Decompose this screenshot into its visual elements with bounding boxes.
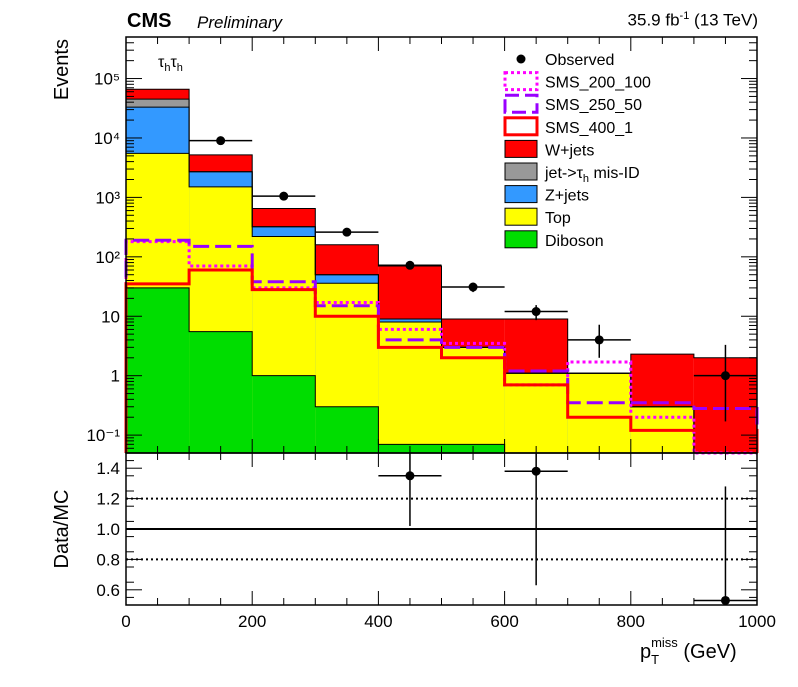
hist-bar-1-7 bbox=[567, 373, 631, 453]
y-tick-label: 10⁻¹ bbox=[86, 426, 120, 445]
x-tick-label: 400 bbox=[364, 612, 392, 631]
channel-label-part: τ bbox=[158, 54, 165, 71]
ratio-point-1 bbox=[531, 466, 541, 476]
x-axis-label-part: miss bbox=[651, 635, 678, 650]
legend-marker-observed bbox=[516, 54, 526, 64]
lumi-value: 35.9 fb bbox=[627, 10, 680, 30]
lumi-energy: (13 TeV) bbox=[689, 10, 758, 30]
y-tick-label: 10 bbox=[101, 307, 120, 326]
legend-swatch-8 bbox=[504, 230, 538, 249]
legend-label-part: mis-ID bbox=[589, 165, 640, 182]
ratio-y-tick-label: 1.4 bbox=[96, 459, 120, 478]
legend-label-2: SMS_250_50 bbox=[545, 97, 642, 114]
observed-point-3 bbox=[405, 260, 415, 270]
y-tick-label: 10⁵ bbox=[94, 70, 120, 89]
lumi-exponent: -1 bbox=[679, 10, 690, 22]
legend-label-8: Diboson bbox=[545, 233, 604, 250]
legend-swatch-4 bbox=[504, 139, 538, 158]
x-tick-label: 1000 bbox=[738, 612, 776, 631]
ratio-y-axis-label: Data/MC bbox=[51, 490, 73, 569]
signal-line-SMS_400_1 bbox=[124, 268, 759, 453]
hist-bar-1-5 bbox=[441, 347, 505, 453]
ratio-y-tick-label: 1.2 bbox=[96, 490, 120, 509]
legend-swatch-5 bbox=[504, 162, 538, 181]
ratio-point-0 bbox=[405, 471, 415, 481]
x-tick-label: 800 bbox=[617, 612, 645, 631]
legend-swatch-1 bbox=[503, 71, 539, 92]
legend-label-part: jet->τ bbox=[544, 165, 584, 182]
ratio-panel: 0.6 0.8 1.0 1.2 1.4 0 200 400 600 800 1000 Data/MC p… bbox=[51, 452, 776, 667]
hist-bar-1-4 bbox=[378, 322, 442, 453]
observed-point-2 bbox=[342, 227, 352, 237]
x-tick-label: 600 bbox=[490, 612, 518, 631]
legend-swatch-2 bbox=[503, 93, 539, 114]
luminosity-label: 35.9 fb-1 (13 TeV) bbox=[628, 10, 758, 31]
legend-label-7: Top bbox=[545, 210, 571, 227]
ratio-y-tick-label: 0.8 bbox=[96, 550, 120, 569]
observed-point-4 bbox=[468, 282, 478, 292]
observed-point-1 bbox=[279, 191, 289, 201]
experiment-label: CMS bbox=[127, 10, 172, 32]
status-label: Preliminary bbox=[197, 13, 283, 32]
observed-point-5 bbox=[531, 307, 541, 317]
legend-label-0: Observed bbox=[545, 52, 614, 69]
y-tick-label: 10⁴ bbox=[94, 129, 120, 148]
legend-label-6: Z+jets bbox=[545, 188, 589, 205]
hist-bar-0-0 bbox=[126, 287, 190, 453]
legend-swatch-6 bbox=[504, 185, 538, 204]
observed-point-7 bbox=[720, 371, 730, 381]
hist-bar-1-6 bbox=[504, 373, 568, 453]
legend-label-part: h bbox=[583, 173, 589, 185]
signal-line-SMS_250_50 bbox=[124, 238, 759, 453]
ratio-y-tick-label: 0.6 bbox=[96, 581, 120, 600]
hist-bar-0-1 bbox=[189, 331, 253, 453]
x-tick-label: 0 bbox=[121, 612, 130, 631]
x-axis-label-part: T bbox=[651, 652, 659, 667]
observed-point-6 bbox=[594, 335, 604, 345]
channel-label-part: h bbox=[164, 62, 170, 74]
x-tick-label: 200 bbox=[238, 612, 266, 631]
hist-bar-0-3 bbox=[315, 406, 379, 453]
y-tick-label: 1 bbox=[111, 367, 120, 386]
y-tick-label: 10³ bbox=[95, 188, 120, 207]
hist-bar-0-2 bbox=[252, 375, 316, 453]
x-axis-label-part: p bbox=[640, 641, 651, 663]
observed-point-0 bbox=[216, 136, 226, 146]
legend-label-3: SMS_400_1 bbox=[545, 120, 633, 137]
legend-label-1: SMS_200_100 bbox=[545, 75, 651, 92]
channel-label: τhτh bbox=[158, 54, 183, 74]
channel-label-part: τ bbox=[170, 54, 177, 71]
y-tick-label: 10² bbox=[95, 248, 120, 267]
legend-swatch-7 bbox=[504, 207, 538, 226]
signal-line-SMS_200_100 bbox=[124, 240, 757, 455]
y-axis-label: Events bbox=[51, 39, 73, 100]
ratio-y-tick-label: 1.0 bbox=[96, 520, 120, 539]
stack-outline-3 bbox=[125, 98, 757, 454]
legend-swatch-3 bbox=[503, 116, 539, 137]
x-axis-label: pTmiss (GeV) bbox=[640, 635, 737, 667]
legend-label-4: W+jets bbox=[545, 142, 594, 159]
x-axis-label-part: (GeV) bbox=[678, 641, 737, 663]
channel-label-part: h bbox=[177, 62, 183, 74]
legend-label-5: jet->τh mis-ID bbox=[544, 165, 640, 185]
